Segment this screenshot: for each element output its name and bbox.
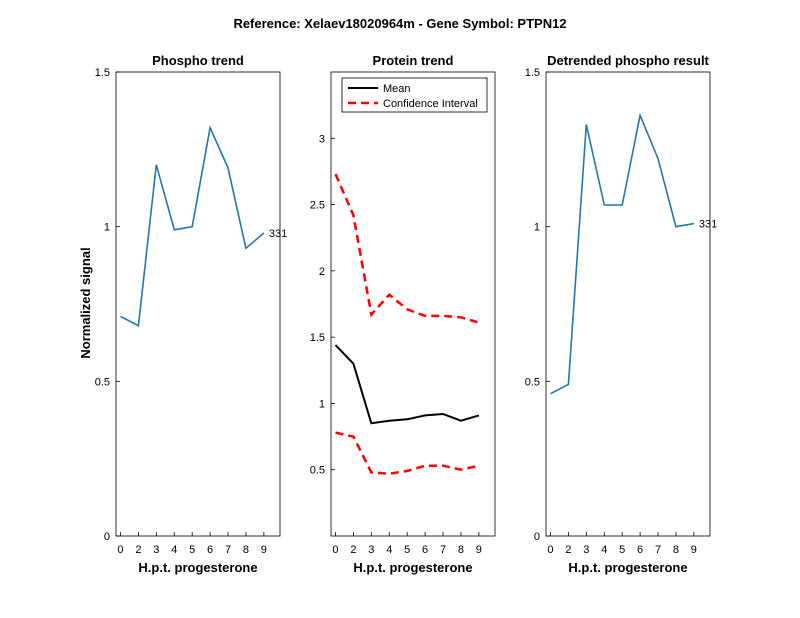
y-tick-label: 1.5 <box>310 332 325 344</box>
x-tick-label: 5 <box>404 544 410 556</box>
y-tick-label: 0.5 <box>525 376 540 388</box>
x-tick-label: 7 <box>440 544 446 556</box>
phospho-trend-xlabel: H.p.t. progesterone <box>138 560 257 575</box>
x-tick-label: 9 <box>691 544 697 556</box>
x-tick-label: 6 <box>422 544 428 556</box>
y-tick-label: 1 <box>104 222 110 234</box>
x-tick-label: 0 <box>547 544 553 556</box>
phospho-trend-ticks: 0 2 3 4 5 6 7 8 900.511.5 <box>95 67 267 556</box>
detrended-phospho-axes-box <box>545 71 711 537</box>
x-tick-label: 4 <box>386 544 392 556</box>
x-tick-label: 2 <box>565 544 571 556</box>
series-line <box>550 112 695 395</box>
y-tick-label: 1.5 <box>525 67 540 79</box>
y-tick-label: 3 <box>319 133 325 145</box>
y-tick-label: 1 <box>534 222 540 234</box>
x-tick-label: 8 <box>458 544 464 556</box>
x-tick-label: 5 <box>619 544 625 556</box>
x-tick-label: 4 <box>601 544 607 556</box>
x-tick-label: 8 <box>673 544 679 556</box>
phospho-trend-series: 331 <box>120 125 287 327</box>
series-end-label: 331 <box>269 228 287 240</box>
protein-trend-xlabel: H.p.t. progesterone <box>353 560 472 575</box>
legend-mean-label: Mean <box>383 83 411 95</box>
x-tick-label: 0 <box>117 544 123 556</box>
protein-trend-axes-box <box>330 71 496 537</box>
protein-trend-ticks: 0 2 3 4 5 6 7 8 90.511.522.53 <box>310 133 482 556</box>
detrended-phospho-series: 331 <box>550 112 717 395</box>
detrended-phospho-chart: Detrended phospho result H.p.t. progeste… <box>525 53 718 575</box>
x-tick-label: 6 <box>637 544 643 556</box>
x-tick-label: 3 <box>583 544 589 556</box>
y-tick-label: 2.5 <box>310 200 325 212</box>
x-tick-label: 5 <box>189 544 195 556</box>
protein-trend-series <box>334 173 480 475</box>
x-tick-label: 9 <box>261 544 267 556</box>
x-tick-label: 4 <box>171 544 177 556</box>
y-tick-label: 0.5 <box>310 465 325 477</box>
y-tick-label: 1.5 <box>95 67 110 79</box>
detrended-phospho-xlabel: H.p.t. progesterone <box>568 560 687 575</box>
x-tick-label: 6 <box>207 544 213 556</box>
series-line <box>334 173 480 324</box>
x-tick-label: 3 <box>153 544 159 556</box>
x-tick-label: 7 <box>655 544 661 556</box>
phospho-trend-chart: Phospho trend H.p.t. progesterone Normal… <box>78 53 287 575</box>
phospho-trend-ylabel: Normalized signal <box>78 247 93 358</box>
x-tick-label: 3 <box>368 544 374 556</box>
x-tick-label: 2 <box>350 544 356 556</box>
series-line <box>334 344 480 425</box>
legend-box <box>341 77 488 113</box>
x-tick-label: 2 <box>135 544 141 556</box>
legend-ci-label: Confidence Interval <box>383 98 478 110</box>
series-line <box>120 125 265 327</box>
y-tick-label: 0 <box>104 531 110 543</box>
x-tick-label: 7 <box>225 544 231 556</box>
x-tick-label: 0 <box>332 544 338 556</box>
y-tick-label: 0 <box>534 531 540 543</box>
x-tick-label: 8 <box>243 544 249 556</box>
protein-trend-legend: Mean Confidence Interval <box>341 77 488 113</box>
phospho-trend-axes-box <box>115 71 281 537</box>
x-tick-label: 9 <box>476 544 482 556</box>
series-line <box>335 431 480 475</box>
y-tick-label: 2 <box>319 266 325 278</box>
detrended-phospho-ticks: 0 2 3 4 5 6 7 8 900.511.5 <box>525 67 697 556</box>
series-end-label: 331 <box>699 219 717 231</box>
detrended-phospho-title: Detrended phospho result <box>547 53 709 68</box>
figure-title: Reference: Xelaev18020964m - Gene Symbol… <box>233 16 566 31</box>
protein-trend-title: Protein trend <box>373 53 454 68</box>
y-tick-label: 0.5 <box>95 376 110 388</box>
y-tick-label: 1 <box>319 398 325 410</box>
phospho-trend-title: Phospho trend <box>152 53 244 68</box>
